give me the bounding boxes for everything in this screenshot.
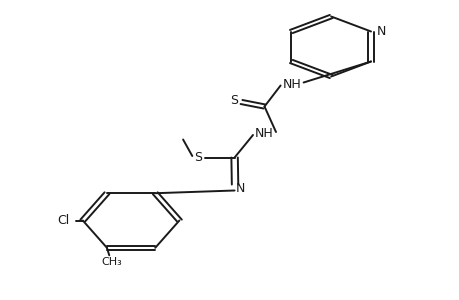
Text: S: S: [230, 94, 238, 107]
Text: CH₃: CH₃: [101, 257, 122, 267]
Text: N: N: [235, 182, 244, 195]
Text: N: N: [375, 25, 385, 38]
Text: Cl: Cl: [57, 214, 69, 227]
Text: NH: NH: [282, 77, 301, 91]
Text: NH: NH: [255, 127, 273, 140]
Text: S: S: [193, 151, 202, 164]
